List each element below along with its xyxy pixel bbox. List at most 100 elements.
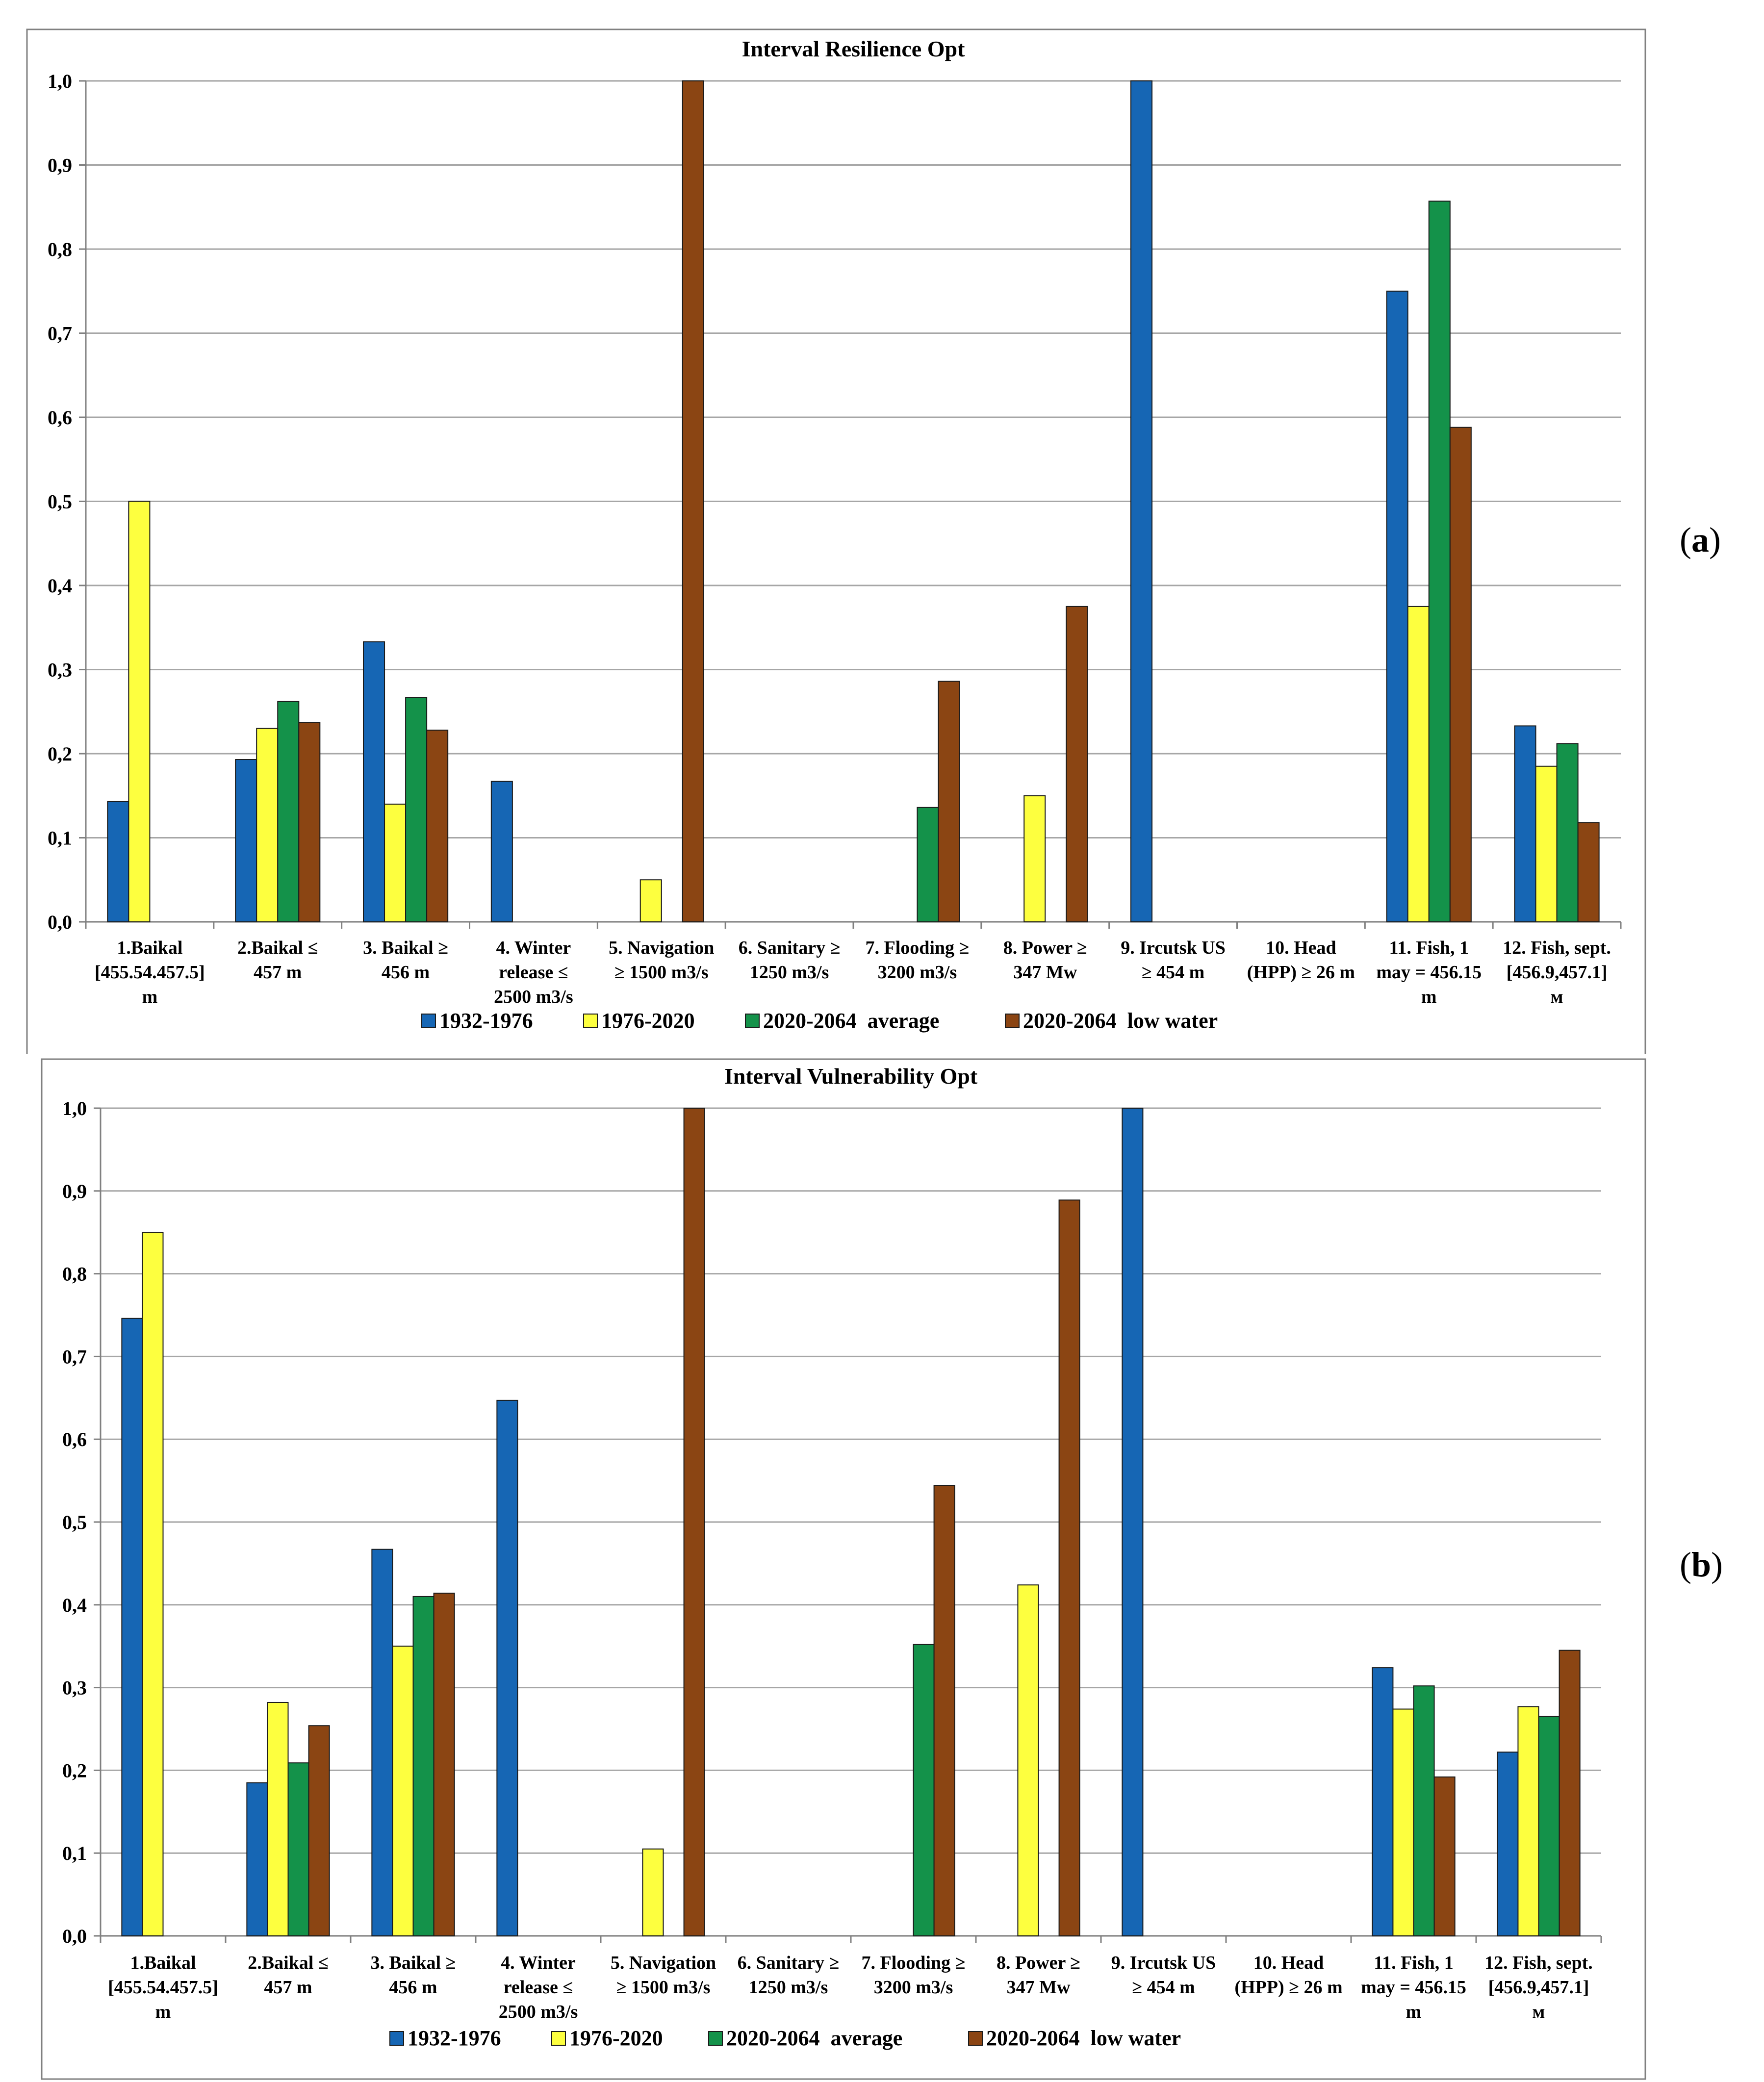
bar	[1538, 1716, 1560, 1937]
category-label: [455.54.457.5]	[95, 962, 205, 983]
bar	[363, 641, 385, 922]
bar	[1392, 1708, 1414, 1937]
category-label: 12. Fish, sept.	[1503, 938, 1611, 958]
category-label: (HPP) ≥ 26 m	[1234, 1977, 1342, 1998]
category-label: 7. Flooding ≥	[865, 938, 969, 958]
bar	[1017, 1584, 1039, 1936]
category-label: [455.54.457.5]	[108, 1977, 218, 1998]
category-label: 8. Power ≥	[997, 1953, 1080, 1973]
bar	[1559, 1650, 1581, 1936]
bar	[308, 1725, 330, 1937]
category-label: 3. Baikal ≥	[363, 938, 448, 958]
bar	[913, 1644, 935, 1936]
y-tick-label: 0,5	[62, 1511, 87, 1533]
bar	[1122, 1108, 1144, 1936]
category-label: 1250 m3/s	[750, 962, 829, 983]
bar	[1023, 795, 1046, 922]
bar	[256, 728, 279, 923]
bar	[433, 1593, 455, 1936]
bar	[639, 879, 662, 922]
category-label: 2500 m3/s	[494, 987, 573, 1007]
category-label: 10. Head	[1266, 938, 1336, 958]
category-label: may = 456.15	[1361, 1977, 1466, 1998]
y-tick-label: 0,4	[62, 1594, 87, 1616]
legend-swatch	[389, 2031, 404, 2046]
category-label: 11. Fish, 1	[1389, 938, 1469, 958]
category-label: 9. Ircutsk US	[1111, 1953, 1216, 1973]
category-label: 6. Sanitary ≥	[739, 938, 841, 958]
bar	[1413, 1685, 1435, 1936]
bar	[412, 1596, 435, 1937]
y-tick-label: 0,2	[48, 743, 72, 765]
bar	[298, 722, 321, 923]
bar	[917, 807, 939, 923]
bar	[392, 1646, 414, 1936]
bar	[1130, 80, 1153, 922]
legend-label: 2020-2064 average	[726, 2026, 902, 2050]
y-tick-label: 1,0	[48, 70, 72, 92]
bar	[1577, 822, 1600, 922]
bar	[371, 1549, 393, 1936]
y-tick-label: 0,9	[62, 1180, 87, 1202]
y-tick-label: 0,7	[48, 323, 72, 345]
chart-panel-a: Interval Resilience Opt 0,0 0,1 0,2 0,3 0,4 0,…	[26, 28, 1646, 1054]
category-label: 457 m	[254, 962, 302, 983]
y-tick-label: 0,8	[48, 238, 72, 260]
bar	[933, 1485, 955, 1936]
bar	[287, 1762, 309, 1936]
y-tick-label: 1,0	[62, 1097, 87, 1119]
y-tick-label: 0,0	[48, 911, 72, 933]
bar	[1556, 743, 1579, 923]
bar	[277, 701, 300, 923]
bar	[142, 1232, 164, 1937]
y-tick-label: 0,5	[48, 491, 72, 513]
legend-label: 2020-2064 low water	[986, 2026, 1181, 2050]
category-label: m	[1406, 2002, 1422, 2022]
category-label: 456 m	[389, 1977, 437, 1998]
bar	[683, 1108, 705, 1936]
y-tick-label: 0,8	[62, 1263, 87, 1285]
category-label: 10. Head	[1253, 1953, 1324, 1973]
legend-label: 1976-2020	[601, 1009, 695, 1033]
bar	[1517, 1706, 1539, 1936]
category-label: 12. Fish, sept.	[1484, 1953, 1593, 1973]
category-label: 8. Power ≥	[1003, 938, 1087, 958]
bar	[682, 80, 704, 922]
category-label: 1250 m3/s	[749, 1977, 828, 1998]
bar	[1386, 290, 1408, 922]
y-tick-label: 0,6	[62, 1428, 87, 1450]
category-label: ≥ 454 m	[1132, 1977, 1195, 1998]
category-label: (HPP) ≥ 26 m	[1247, 962, 1355, 983]
category-label: 3200 m3/s	[874, 1977, 953, 1998]
category-label: m	[1421, 987, 1437, 1007]
bar	[1497, 1752, 1519, 1937]
bar	[267, 1701, 289, 1936]
category-label: 457 m	[264, 1977, 312, 1998]
category-label: 5. Navigation	[611, 1953, 716, 1973]
category-label: 6. Sanitary ≥	[738, 1953, 840, 1973]
legend-label: 2020-2064 average	[763, 1009, 939, 1033]
bar	[1372, 1667, 1394, 1936]
y-tick-label: 0,4	[48, 575, 72, 597]
category-label: m	[155, 2002, 171, 2022]
y-tick-label: 0,6	[48, 406, 72, 429]
category-label: 1.Baikal	[117, 938, 182, 958]
bar	[426, 729, 449, 922]
category-label: 2.Baikal ≤	[237, 938, 318, 958]
category-label: 347 Mw	[1007, 1977, 1071, 1998]
y-tick-label: 0,0	[62, 1925, 87, 1947]
category-label: m	[142, 987, 158, 1007]
bar	[1066, 606, 1088, 922]
category-label: 4. Winter	[496, 938, 571, 958]
chart-title: Interval Vulnerability Opt	[724, 1064, 978, 1089]
bar	[938, 681, 960, 922]
bar	[1058, 1199, 1080, 1936]
bar	[246, 1782, 268, 1936]
bar	[405, 697, 428, 922]
category-label: 2500 m3/s	[499, 2002, 578, 2022]
y-tick-label: 0,1	[62, 1842, 87, 1864]
resilience-chart: Interval Resilience Opt 0,0 0,1 0,2 0,3 0,4 0,…	[26, 28, 1646, 1054]
category-label: release ≤	[504, 1977, 573, 1998]
legend-label: 1932-1976	[439, 1009, 533, 1033]
category-label: 9. Ircutsk US	[1121, 938, 1226, 958]
